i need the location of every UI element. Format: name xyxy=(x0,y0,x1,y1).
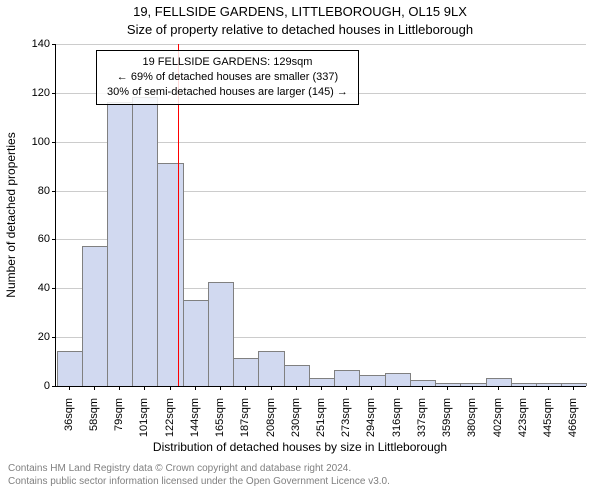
xtick-label: 380sqm xyxy=(466,398,478,437)
bar xyxy=(132,97,158,386)
xtick-label: 122sqm xyxy=(164,398,176,437)
ytick-label: 60 xyxy=(38,233,50,245)
chart-title-address: 19, FELLSIDE GARDENS, LITTLEBOROUGH, OL1… xyxy=(0,4,600,19)
bar xyxy=(208,282,234,386)
histogram-chart: 19, FELLSIDE GARDENS, LITTLEBOROUGH, OL1… xyxy=(0,0,600,500)
plot-area: 02040608010012014036sqm58sqm79sqm101sqm1… xyxy=(55,44,586,387)
xtick-label: 466sqm xyxy=(567,398,579,437)
footer-line-1: Contains HM Land Registry data © Crown c… xyxy=(8,462,592,475)
xtick-label: 423sqm xyxy=(517,398,529,437)
x-axis-label: Distribution of detached houses by size … xyxy=(0,440,600,454)
bar xyxy=(486,378,512,386)
reference-info-line: 19 FELLSIDE GARDENS: 129sqm xyxy=(107,55,348,70)
bar xyxy=(460,383,486,386)
footer-attribution: Contains HM Land Registry data © Crown c… xyxy=(0,462,600,494)
bar xyxy=(233,358,259,386)
reference-info-line: 30% of semi-detached houses are larger (… xyxy=(107,85,348,100)
bar xyxy=(561,383,587,386)
xtick-label: 251sqm xyxy=(315,398,327,437)
xtick-label: 187sqm xyxy=(239,398,251,437)
ytick-label: 120 xyxy=(32,87,50,99)
xtick-label: 101sqm xyxy=(138,398,150,437)
bar xyxy=(410,380,436,386)
ytick-label: 100 xyxy=(32,136,50,148)
xtick-label: 58sqm xyxy=(88,398,100,431)
ytick-label: 140 xyxy=(32,38,50,50)
chart-title-subtitle: Size of property relative to detached ho… xyxy=(0,22,600,37)
xtick-label: 316sqm xyxy=(391,398,403,437)
xtick-label: 402sqm xyxy=(492,398,504,437)
ytick-label: 20 xyxy=(38,331,50,343)
xtick-label: 144sqm xyxy=(189,398,201,437)
xtick-label: 359sqm xyxy=(441,398,453,437)
xtick-label: 208sqm xyxy=(265,398,277,437)
bar xyxy=(107,102,133,386)
bar xyxy=(157,163,183,386)
gridline xyxy=(56,44,586,45)
ytick-label: 80 xyxy=(38,185,50,197)
xtick-label: 230sqm xyxy=(290,398,302,437)
y-axis-label: Number of detached properties xyxy=(4,132,18,297)
footer-line-2: Contains public sector information licen… xyxy=(8,475,592,488)
bar xyxy=(82,246,108,386)
xtick-label: 337sqm xyxy=(416,398,428,437)
bar xyxy=(334,370,360,386)
bar xyxy=(258,351,284,386)
xtick-label: 79sqm xyxy=(113,398,125,431)
bar xyxy=(183,300,209,387)
xtick-label: 445sqm xyxy=(542,398,554,437)
ytick-label: 0 xyxy=(44,380,50,392)
xtick-label: 273sqm xyxy=(340,398,352,437)
xtick-label: 294sqm xyxy=(365,398,377,437)
bar xyxy=(57,351,83,386)
xtick-label: 36sqm xyxy=(63,398,75,431)
ytick-label: 40 xyxy=(38,282,50,294)
bar xyxy=(309,378,335,386)
bar xyxy=(359,375,385,386)
bar xyxy=(511,383,537,386)
reference-info-box: 19 FELLSIDE GARDENS: 129sqm← 69% of deta… xyxy=(96,50,359,105)
reference-info-line: ← 69% of detached houses are smaller (33… xyxy=(107,70,348,85)
xtick-label: 165sqm xyxy=(214,398,226,437)
bar xyxy=(284,365,310,386)
bar xyxy=(385,373,411,386)
